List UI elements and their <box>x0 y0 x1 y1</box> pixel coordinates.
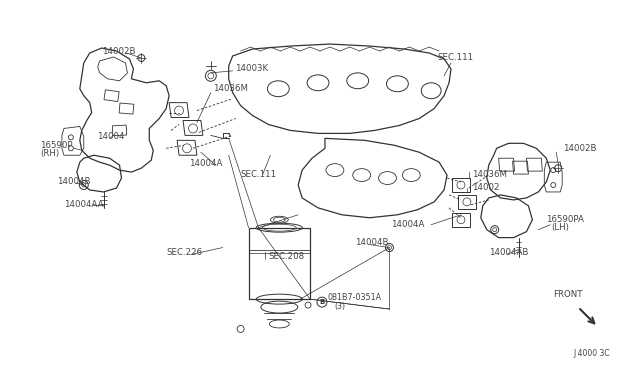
Text: SEC.111: SEC.111 <box>437 54 473 62</box>
Text: 14004A: 14004A <box>189 159 222 168</box>
Text: FRONT: FRONT <box>553 290 583 299</box>
Text: 16590PA: 16590PA <box>547 215 584 224</box>
Text: B: B <box>319 299 324 305</box>
Text: 14004B: 14004B <box>355 238 388 247</box>
Text: 14036M: 14036M <box>472 170 507 179</box>
Text: (3): (3) <box>334 302 346 311</box>
Text: SEC.111: SEC.111 <box>241 170 276 179</box>
Text: 081B7-0351A: 081B7-0351A <box>328 293 382 302</box>
Text: 14003K: 14003K <box>235 64 268 73</box>
Text: J 4000 3C: J 4000 3C <box>573 349 610 358</box>
Text: (RH): (RH) <box>40 149 60 158</box>
Text: 14004A: 14004A <box>392 220 425 229</box>
Text: 14002B: 14002B <box>563 144 596 153</box>
Text: (LH): (LH) <box>551 223 569 232</box>
Text: 14004AA: 14004AA <box>64 201 104 209</box>
Text: 14002: 14002 <box>472 183 499 192</box>
Text: 14004: 14004 <box>97 132 124 141</box>
Text: 16590P: 16590P <box>40 141 72 150</box>
Text: 14002B: 14002B <box>102 46 135 55</box>
Text: SEC.208: SEC.208 <box>268 252 305 261</box>
Text: 14004B: 14004B <box>57 177 90 186</box>
Text: SEC.226: SEC.226 <box>166 248 202 257</box>
Text: 14004AB: 14004AB <box>489 248 528 257</box>
Text: 14036M: 14036M <box>213 84 248 93</box>
